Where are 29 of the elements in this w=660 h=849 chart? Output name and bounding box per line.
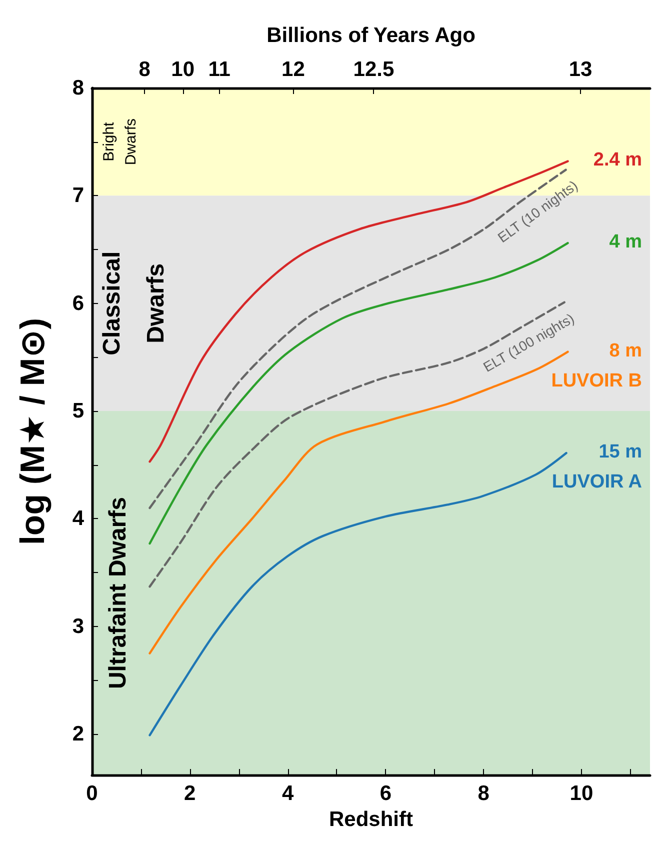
text: 12 <box>282 58 305 81</box>
y-tick-label: 7 <box>72 184 84 208</box>
series-label: 15 m LUVOIR A <box>552 442 642 493</box>
y-tick-label: 3 <box>72 614 84 638</box>
x-tick-label: 0 <box>86 782 98 805</box>
band-label: Bright Dwarfs <box>100 118 140 166</box>
x-axis-title: Redshift <box>329 808 414 831</box>
x-tick-label: 10 <box>570 782 594 805</box>
text: 13 <box>568 58 592 81</box>
band-label: Classical Dwarfs <box>98 251 170 356</box>
y-axis-title: log (M★ / M⊙) <box>14 318 52 546</box>
x2-axis-title: Billions of Years Ago <box>266 24 476 47</box>
x-tick-label: 8 <box>478 782 490 805</box>
y-tick-label: 6 <box>72 292 84 315</box>
text: 8 <box>138 58 151 81</box>
y-tick-label: 8 <box>72 76 84 100</box>
x-tick-label: 6 <box>380 782 392 805</box>
series-label: 2.4 m <box>593 150 642 171</box>
y-tick-label: 4 <box>72 507 84 530</box>
text: 11 <box>208 58 231 81</box>
y-tick-label: 2 <box>72 722 84 746</box>
x-tick-label: 2 <box>184 782 196 805</box>
text: 12.5 <box>353 58 394 81</box>
y-tick-label: 5 <box>72 400 84 423</box>
band-label: Ultrafaint Dwarfs <box>104 496 132 690</box>
x-tick-label: 4 <box>282 782 294 805</box>
text: 4 m <box>609 232 642 253</box>
text: 10 <box>171 58 195 81</box>
series-label: 8 m LUVOIR B <box>551 340 642 392</box>
